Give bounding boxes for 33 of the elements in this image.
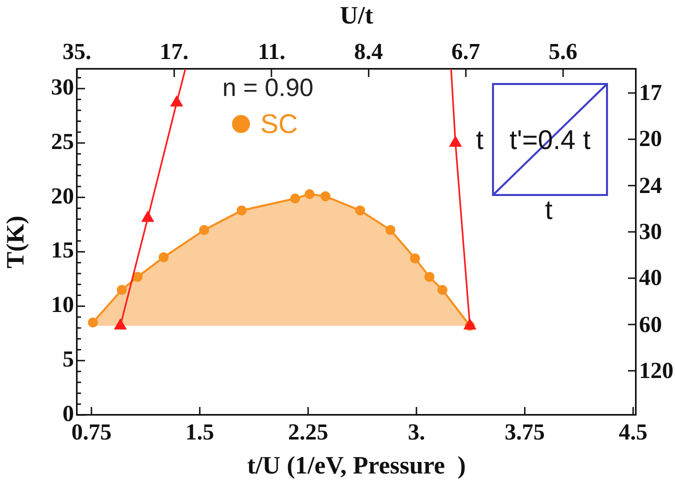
y-tick-label: 20 — [51, 183, 74, 208]
y-tick-label: 30 — [51, 74, 74, 100]
x-tick-label: 4.5 — [618, 420, 648, 445]
text: 40 — [639, 265, 662, 292]
x2-axis-title: U/t — [340, 2, 374, 30]
x-tick-label: 3.75 — [504, 420, 545, 445]
text: 60 — [639, 312, 662, 338]
text: 30 — [639, 218, 662, 245]
text: 17 — [639, 80, 662, 106]
text: 20 — [639, 126, 662, 152]
y-tick-label: 15 — [51, 238, 74, 263]
x-tick-label: 2.25 — [288, 420, 328, 445]
legend-title: n = 0.90 — [222, 73, 314, 103]
annotation: t — [545, 195, 553, 225]
text: 11. — [258, 39, 286, 65]
y-tick-label: 25 — [51, 128, 74, 154]
text: 5.6 — [548, 39, 578, 65]
x-tick-label: 0.75 — [71, 420, 112, 445]
text: 6.7 — [451, 39, 480, 65]
y-tick-label: 10 — [51, 292, 74, 318]
text: 35. — [62, 39, 92, 65]
x-tick-label: 3. — [408, 420, 426, 445]
text: 120 — [639, 358, 674, 384]
text: 17. — [160, 39, 188, 65]
y-tick-label: 5 — [62, 346, 74, 372]
x-tick-label: 1.5 — [185, 420, 214, 445]
legend-label: SC — [260, 108, 298, 141]
text: 24 — [639, 172, 662, 199]
annotation: t — [476, 125, 484, 155]
y-tick-label: 0 — [62, 400, 74, 426]
text: 8.4 — [354, 39, 383, 65]
y-axis-title: T(K) — [2, 216, 30, 268]
x-axis-title: t/U (1/eV, Pressure ) — [247, 452, 466, 480]
